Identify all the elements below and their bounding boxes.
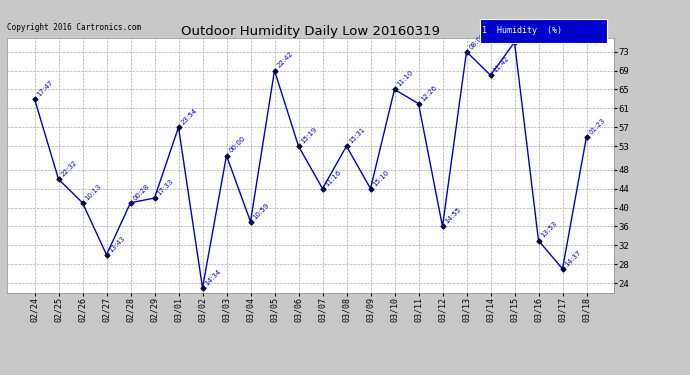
Text: 15:31: 15:31 [348,126,366,145]
Text: 11:10: 11:10 [396,69,415,88]
Point [365,186,376,192]
Point [461,49,472,55]
Point [581,134,592,140]
Text: 11:16: 11:16 [324,169,342,187]
Point [557,266,568,272]
Text: 15:10: 15:10 [372,169,391,187]
Text: 17:33: 17:33 [156,178,175,197]
Title: Outdoor Humidity Daily Low 20160319: Outdoor Humidity Daily Low 20160319 [181,24,440,38]
Text: 12:26: 12:26 [420,84,438,102]
Text: 10:59: 10:59 [252,202,270,220]
Text: 13:43: 13:43 [108,235,126,254]
Text: 08:09: 08:09 [468,32,486,50]
Point [197,285,208,291]
Text: 11:42: 11:42 [492,56,511,74]
Point [509,39,520,45]
Text: 22:32: 22:32 [60,159,78,178]
Text: 1  Humidity  (%): 1 Humidity (%) [482,26,562,36]
Text: 1: 1 [516,33,523,41]
Point [389,87,400,93]
Text: 13:53: 13:53 [540,220,558,239]
Text: 10:13: 10:13 [84,183,103,201]
Point [53,176,64,182]
Text: 17:47: 17:47 [36,79,55,98]
Text: 22:42: 22:42 [276,51,294,69]
Point [101,252,112,258]
Point [341,143,352,149]
Point [485,72,496,78]
Point [125,200,136,206]
Text: 01:23: 01:23 [588,117,607,135]
Text: 23:54: 23:54 [180,108,198,126]
Text: 14:34: 14:34 [204,268,222,286]
Point [245,219,256,225]
Point [221,153,232,159]
Point [533,237,544,243]
Point [173,124,184,130]
Text: Copyright 2016 Cartronics.com: Copyright 2016 Cartronics.com [7,23,141,32]
Text: 00:00: 00:00 [228,135,246,154]
Point [293,143,304,149]
Point [29,96,40,102]
Text: 15:19: 15:19 [300,126,319,145]
Point [437,224,448,230]
Point [77,200,88,206]
Point [413,100,424,106]
Text: 14:55: 14:55 [444,207,462,225]
Point [149,195,160,201]
Text: 00:28: 00:28 [132,183,150,201]
Text: 14:37: 14:37 [564,249,582,267]
Point [317,186,328,192]
Point [269,68,280,74]
